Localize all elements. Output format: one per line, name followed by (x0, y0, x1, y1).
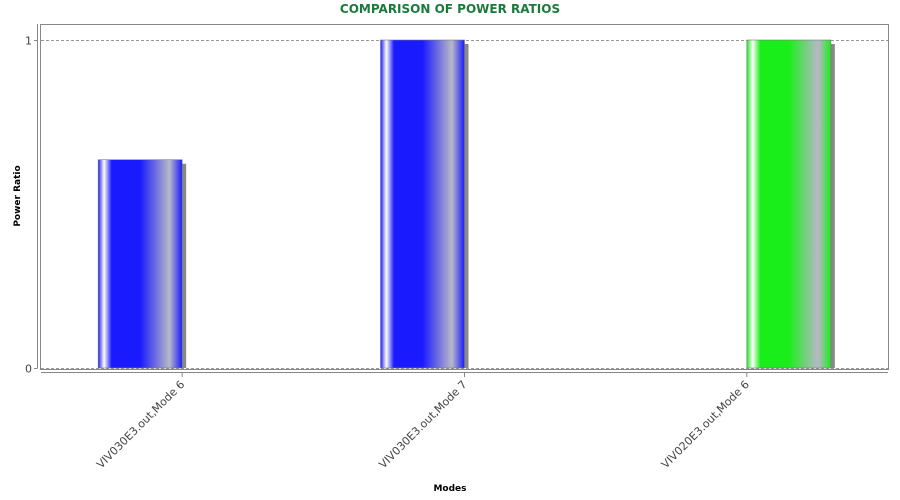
bars (97, 39, 835, 369)
x-tick-label: VIV020E3.out,Mode 6 (659, 378, 752, 471)
x-tick-label: VIV030E3.out,Mode 6 (94, 378, 187, 471)
y-tick-label: 1 (25, 35, 32, 48)
bar (746, 39, 832, 369)
chart-title: COMPARISON OF POWER RATIOS (339, 2, 561, 16)
bar (97, 159, 183, 369)
y-tick-label: 0 (25, 363, 32, 376)
x-tick-label: VIV030E3.out,Mode 7 (376, 378, 469, 471)
x-axis-label: Modes (433, 484, 467, 494)
bar (380, 39, 465, 369)
